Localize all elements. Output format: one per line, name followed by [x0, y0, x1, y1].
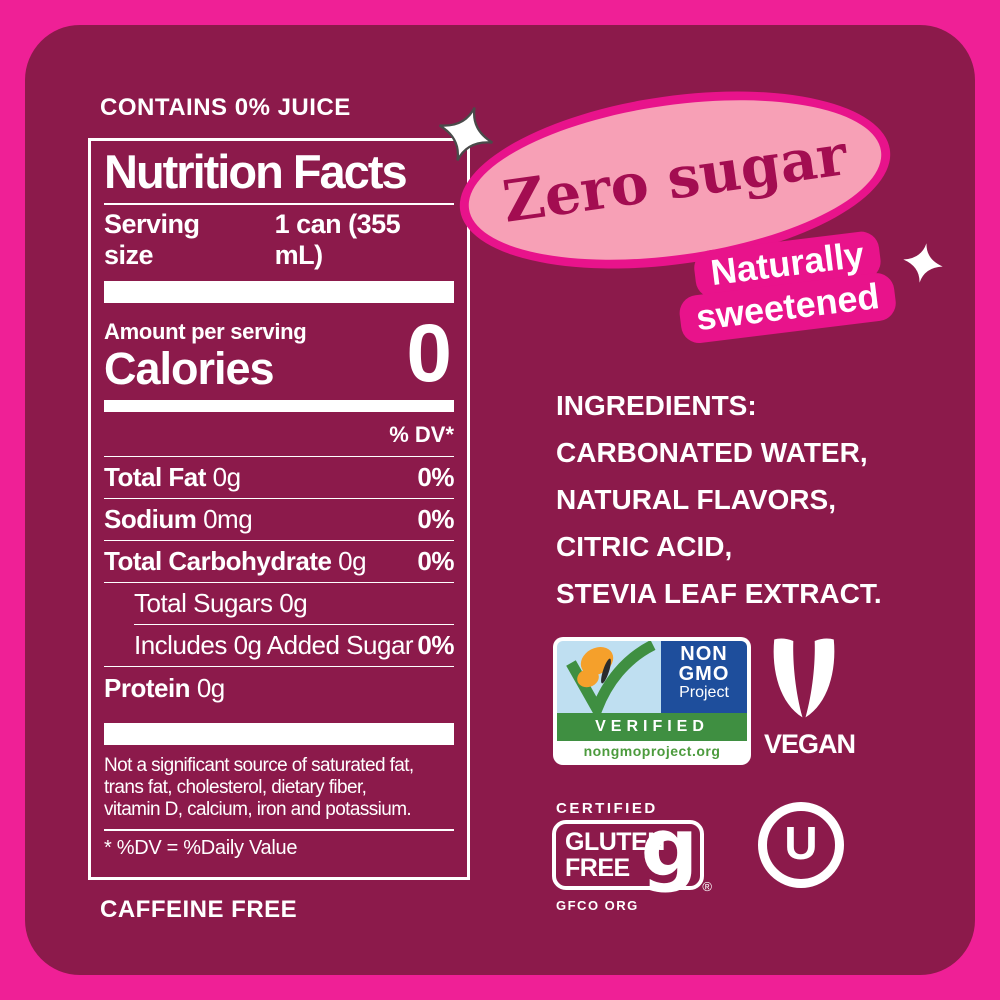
nutrient-amount: 0g: [212, 462, 241, 492]
vegan-label: VEGAN: [764, 729, 856, 759]
footnote-line: Not a significant source of saturated fa…: [104, 755, 414, 776]
nutrient-name: Includes 0g Added Sugar: [134, 630, 414, 660]
ingredients-list: INGREDIENTS: CARBONATED WATER, NATURAL F…: [556, 382, 882, 617]
nutrient-dv: 0%: [417, 630, 454, 660]
calories-block: Amount per serving Calories 0: [104, 312, 454, 394]
nutrient-name: Total Fat: [104, 462, 206, 492]
table-row: Total Carbohydrate 0g 0%: [104, 541, 454, 583]
nutrient-name: Protein: [104, 672, 191, 703]
table-row: Total Sugars 0g: [134, 583, 454, 625]
nutrient-name: Total Carbohydrate: [104, 546, 332, 576]
gluten-word: GLUTEN: [565, 828, 665, 856]
daily-value-header: % DV*: [389, 422, 454, 447]
nutrient-dv: 0%: [417, 504, 454, 534]
daily-value-note: * %DV = %Daily Value: [104, 836, 298, 859]
nutrient-amount: 0g: [338, 546, 367, 576]
nongmo-verified-band: VERIFIED: [557, 713, 747, 741]
gfco-org-text: GFCO ORG: [556, 898, 639, 913]
nutrient-amount: 0g: [196, 672, 225, 703]
zero-sugar-text: Zero sugar: [498, 120, 851, 236]
ingredients-line: CARBONATED WATER,: [556, 437, 868, 468]
butterfly-checkmark-icon: [566, 641, 656, 713]
table-row: Protein 0g: [104, 667, 454, 709]
footnote-line: trans fat, cholesterol, dietary fiber,: [104, 777, 367, 798]
nutrient-dv: 0%: [417, 462, 454, 492]
ingredients-line: STEVIA LEAF EXTRACT.: [556, 578, 882, 609]
thick-divider-bar: [104, 280, 454, 303]
gluten-free-logo: CERTIFIED GLUTEN FREE g ® GFCO ORG: [552, 800, 712, 913]
nutrition-facts-panel: Nutrition Facts Serving size 1 can (355 …: [88, 138, 470, 880]
ingredients-line: CITRIC ACID,: [556, 531, 733, 562]
serving-size-label: Serving size: [104, 208, 200, 270]
nongmo-text-project: Project: [679, 684, 729, 701]
sparkle-icon: [903, 243, 943, 283]
table-row: Sodium 0mg 0%: [104, 499, 454, 541]
kosher-ou-logo: U: [758, 802, 844, 888]
vegan-logo: VEGAN: [764, 638, 856, 760]
divider: [104, 829, 454, 831]
vegan-v-icon: [773, 638, 835, 718]
table-row: Includes 0g Added Sugar 0%: [104, 625, 454, 667]
amount-per-serving-label: Amount per serving: [104, 318, 307, 344]
calories-label: Calories: [104, 342, 275, 394]
nongmo-text-non: NON: [680, 643, 728, 665]
nongmo-text-gmo: GMO: [678, 663, 730, 685]
ingredients-line: NATURAL FLAVORS,: [556, 484, 836, 515]
sparkle-icon: [438, 106, 494, 162]
medium-divider-bar: [104, 400, 454, 412]
table-row: Total Fat 0g 0%: [104, 457, 454, 499]
nongmo-blue-panel: NON GMO Project: [661, 641, 747, 713]
nutrient-name: Total Sugars 0g: [134, 588, 308, 618]
nutrient-dv: 0%: [417, 546, 454, 576]
serving-size-row: Serving size 1 can (355 mL): [104, 209, 454, 271]
gluten-certified-text: CERTIFIED: [556, 800, 658, 817]
gluten-free-box: GLUTEN FREE g ®: [552, 808, 712, 894]
nutrient-rows: Total Fat 0g 0% Sodium 0mg 0% Total Carb…: [104, 456, 454, 709]
footnote-line: vitamin D, calcium, iron and potassium.: [104, 799, 412, 820]
calories-value: 0: [406, 307, 452, 399]
nutrition-facts-title: Nutrition Facts: [104, 145, 408, 198]
nongmo-url: nongmoproject.org: [557, 741, 747, 761]
nutrient-amount: 0mg: [203, 504, 253, 534]
gluten-free-g-icon: g: [640, 801, 698, 894]
kosher-u-letter: U: [784, 817, 818, 869]
thick-divider-bar: [104, 723, 454, 745]
serving-size-value: 1 can (355 mL): [274, 208, 401, 270]
divider: [104, 202, 454, 205]
registered-mark: ®: [702, 879, 712, 894]
non-gmo-verified-logo: NON GMO Project VERIFIED nongmoproject.o…: [553, 637, 751, 765]
free-word: FREE: [565, 854, 630, 882]
nongmo-sky-panel: [557, 641, 661, 713]
ingredients-line: INGREDIENTS:: [556, 390, 757, 421]
caffeine-free-caption: CAFFEINE FREE: [100, 896, 298, 923]
nutrient-name: Sodium: [104, 504, 197, 534]
contains-juice-caption: CONTAINS 0% JUICE: [100, 94, 351, 121]
footnote: Not a significant source of saturated fa…: [104, 755, 454, 821]
